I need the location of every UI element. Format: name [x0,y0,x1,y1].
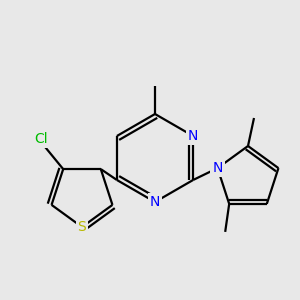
Text: N: N [212,161,223,175]
Text: S: S [78,220,86,234]
Text: N: N [150,195,160,209]
Text: Cl: Cl [34,132,48,146]
Text: N: N [188,129,198,143]
